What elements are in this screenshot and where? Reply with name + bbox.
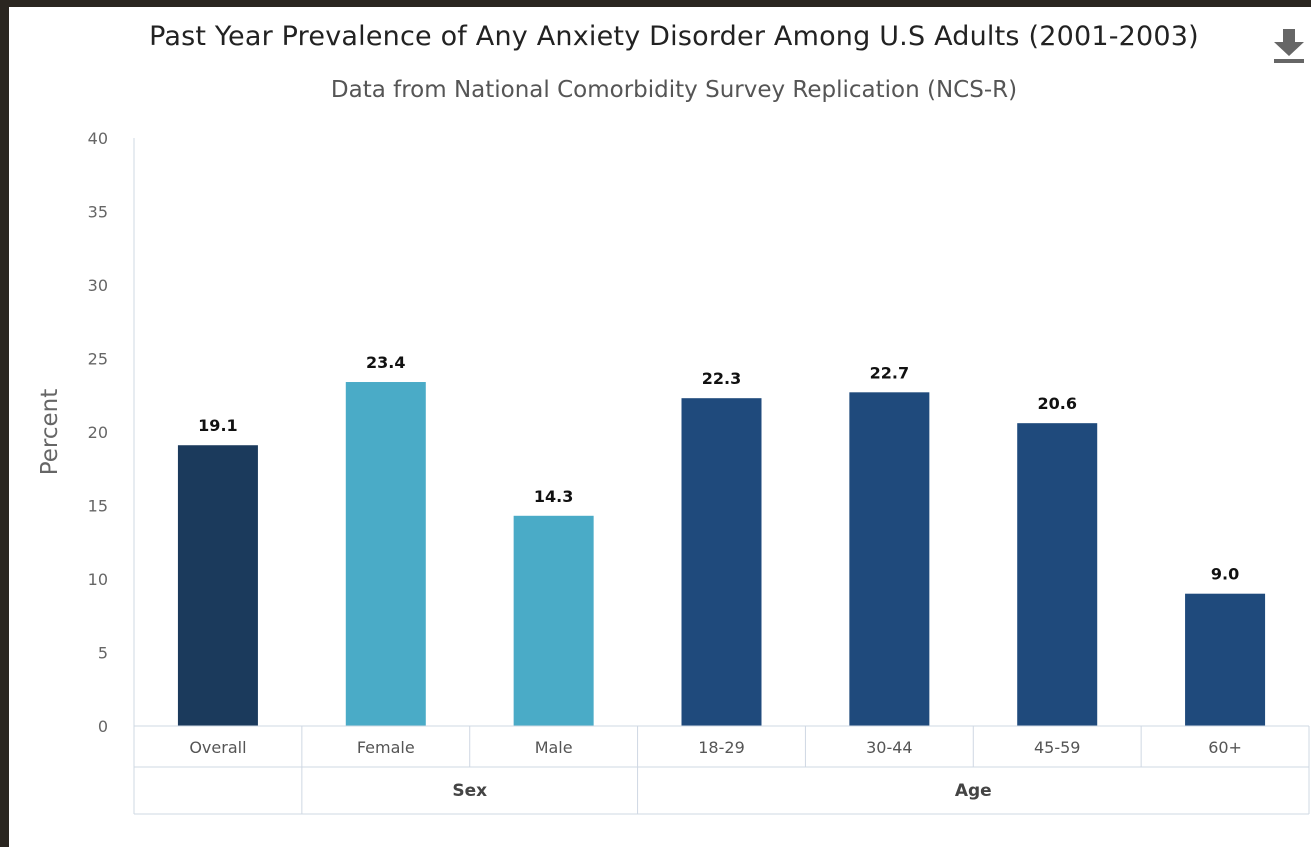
category-label: 60+ <box>1208 738 1242 757</box>
group-label: Age <box>955 781 992 801</box>
category-label: Female <box>357 738 415 757</box>
bar <box>681 398 762 726</box>
chart-card: Past Year Prevalence of Any Anxiety Diso… <box>9 7 1311 847</box>
y-tick-label: 5 <box>98 644 108 663</box>
data-label: 14.3 <box>534 487 573 506</box>
chart-plot: 0 5 10 15 20 25 30 35 40 Percent 19.1 23.4 14.3 22.3 2… <box>37 129 1310 815</box>
category-label: 45-59 <box>1034 738 1081 757</box>
category-label: Male <box>535 738 573 757</box>
data-label: 22.7 <box>870 363 909 382</box>
download-button[interactable] <box>1271 27 1307 65</box>
y-tick-label: 40 <box>88 129 108 148</box>
bar <box>345 382 426 726</box>
category-label: Overall <box>189 738 246 757</box>
y-tick-label: 20 <box>88 423 108 442</box>
bar <box>513 515 594 726</box>
data-label: 9.0 <box>1211 565 1239 584</box>
chart-title: Past Year Prevalence of Any Anxiety Diso… <box>149 21 1199 52</box>
y-tick-label: 15 <box>88 497 108 516</box>
y-axis-title: Percent <box>37 389 63 476</box>
group-label: Sex <box>452 781 487 801</box>
category-label: 18-29 <box>698 738 745 757</box>
data-label: 19.1 <box>198 416 237 435</box>
y-tick-label: 30 <box>88 276 108 295</box>
chart-subtitle: Data from National Comorbidity Survey Re… <box>330 77 1018 103</box>
y-tick-label: 10 <box>88 570 108 589</box>
bar <box>849 392 930 726</box>
y-tick-label: 35 <box>88 203 108 222</box>
bar <box>1017 423 1098 726</box>
data-label: 20.6 <box>1037 394 1076 413</box>
data-label: 23.4 <box>366 353 405 372</box>
y-tick-label: 0 <box>98 717 108 736</box>
data-label: 22.3 <box>702 369 741 388</box>
category-label: 30-44 <box>866 738 913 757</box>
y-tick-label: 25 <box>88 350 108 369</box>
bar <box>177 445 258 726</box>
download-icon <box>1274 29 1304 63</box>
bar <box>1185 593 1266 726</box>
